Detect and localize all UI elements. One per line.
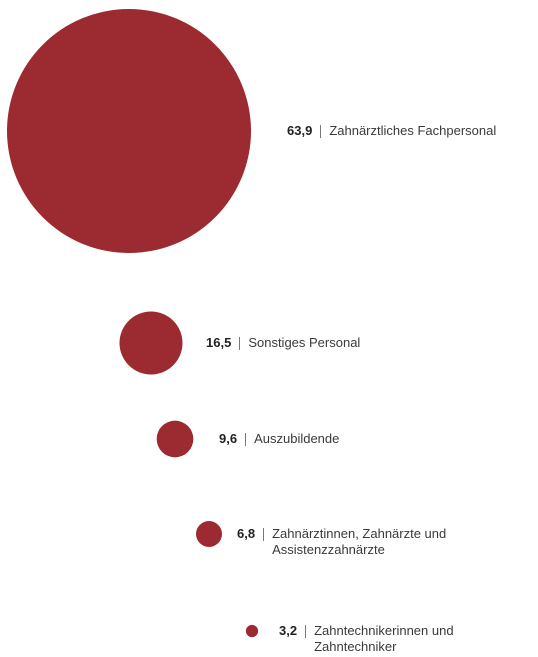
category-label: Zahnärztliches Fachpersonal [329, 123, 497, 138]
bubble [245, 624, 259, 638]
separator [245, 433, 247, 446]
separator [239, 337, 241, 350]
value-label: 16,5 [206, 335, 232, 350]
bubble [156, 420, 194, 458]
bubble-label: 16,5 Sonstiges Personal [206, 335, 360, 351]
value-label: 6,8 [237, 526, 256, 541]
bubble-label: 3,2 Zahntechnikerinnen und Zahntechniker [279, 623, 464, 655]
bubble-label: 9,6 Auszubildende [219, 431, 339, 447]
separator [320, 125, 322, 138]
category-label: Zahnärztinnen, Zahnärzte und Assistenzza… [272, 526, 447, 557]
bubble [196, 521, 222, 547]
value-label: 9,6 [219, 431, 238, 446]
category-label: Zahntechnikerinnen und Zahntechniker [314, 623, 454, 654]
value-label: 3,2 [279, 623, 298, 638]
category-label: Sonstiges Personal [248, 335, 361, 350]
bubble [119, 311, 183, 375]
category-label: Auszubildende [254, 431, 340, 446]
separator [305, 625, 307, 638]
bubble [7, 9, 251, 253]
bubble-label: 6,8 Zahnärztinnen, Zahnärzte und Assisten… [237, 526, 447, 558]
separator [263, 528, 265, 541]
bubble-label: 63,9 Zahnärztliches Fachpersonal [287, 123, 496, 139]
value-label: 63,9 [287, 123, 313, 138]
